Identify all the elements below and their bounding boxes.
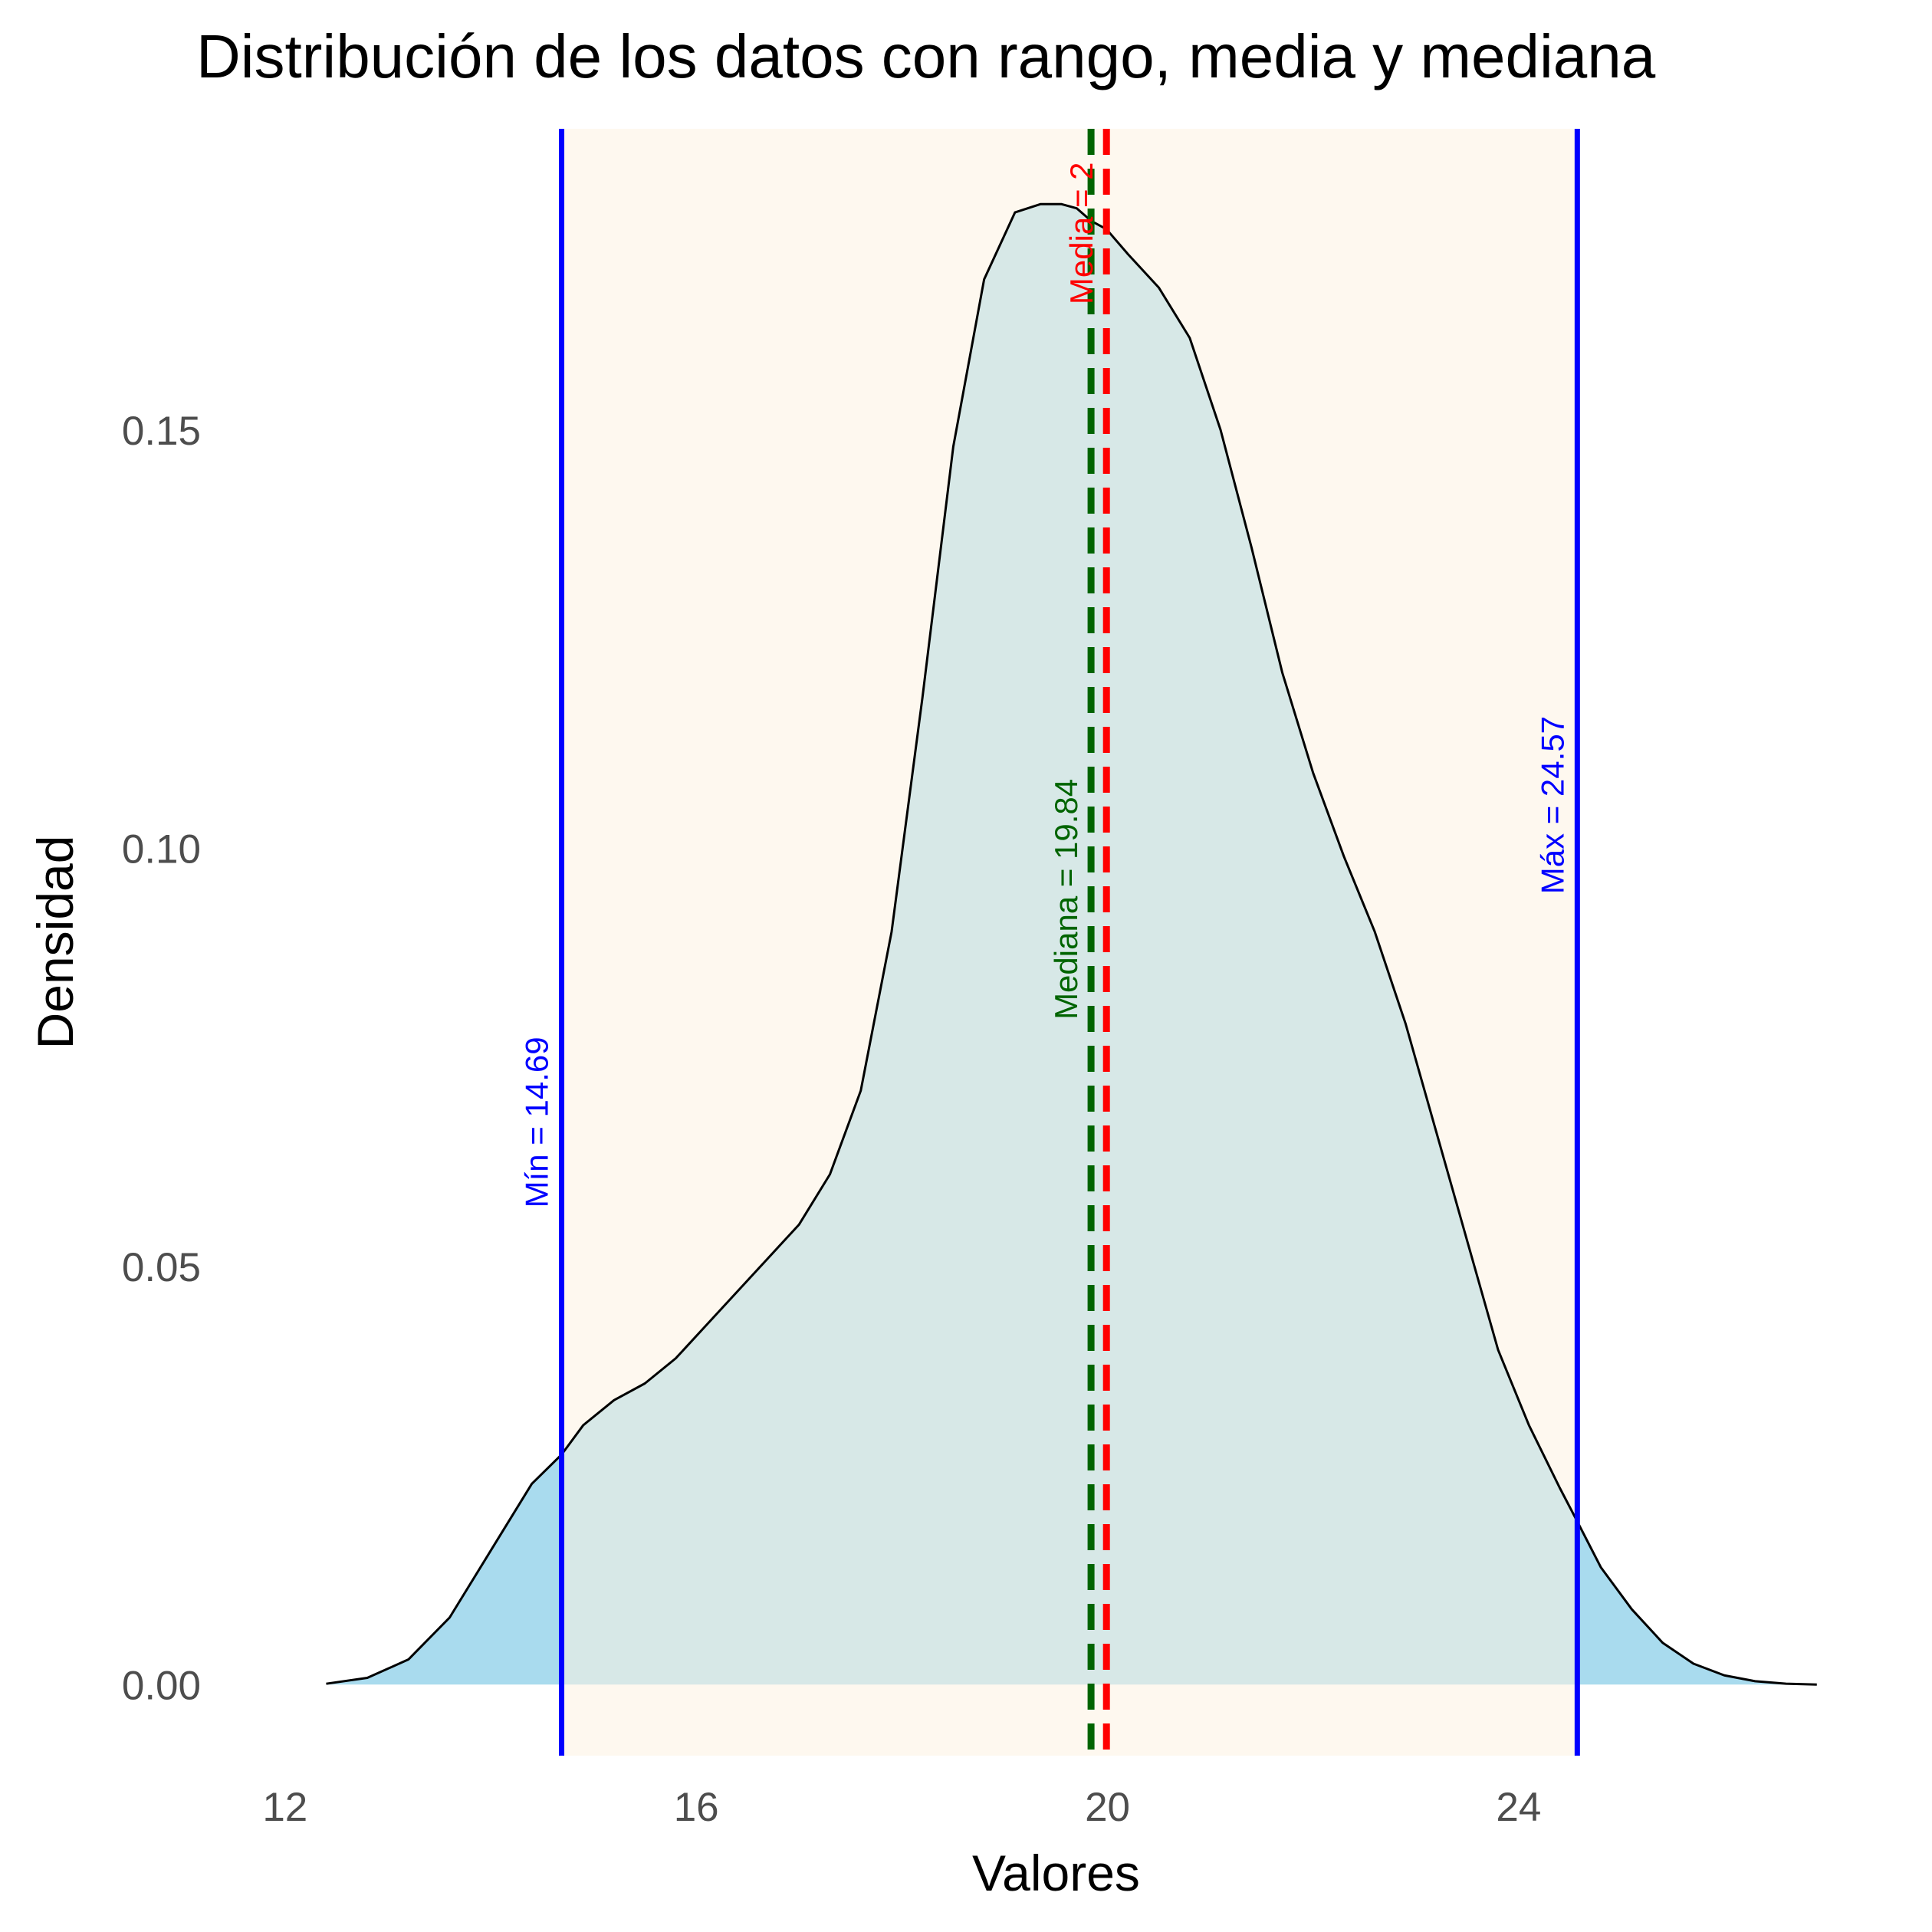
y-tick-label: 0.00 [122,1663,201,1708]
chart-title: Distribución de los datos con rango, med… [196,22,1656,90]
x-tick-label: 20 [1085,1785,1130,1830]
mean-label: Media = 2 [1063,162,1099,304]
min-label: Mín = 14.69 [519,1037,555,1208]
median-label: Mediana = 19.84 [1048,779,1084,1020]
y-tick-label: 0.10 [122,826,201,872]
y-tick-label: 0.05 [122,1245,201,1290]
y-axis-title: Densidad [27,836,84,1050]
x-tick-label: 24 [1496,1785,1541,1830]
x-axis-title: Valores [972,1845,1140,1901]
y-tick-label: 0.15 [122,409,201,454]
x-tick-label: 12 [262,1785,307,1830]
max-label: Máx = 24.57 [1534,716,1570,894]
range-band [561,129,1578,1756]
x-tick-label: 16 [674,1785,719,1830]
